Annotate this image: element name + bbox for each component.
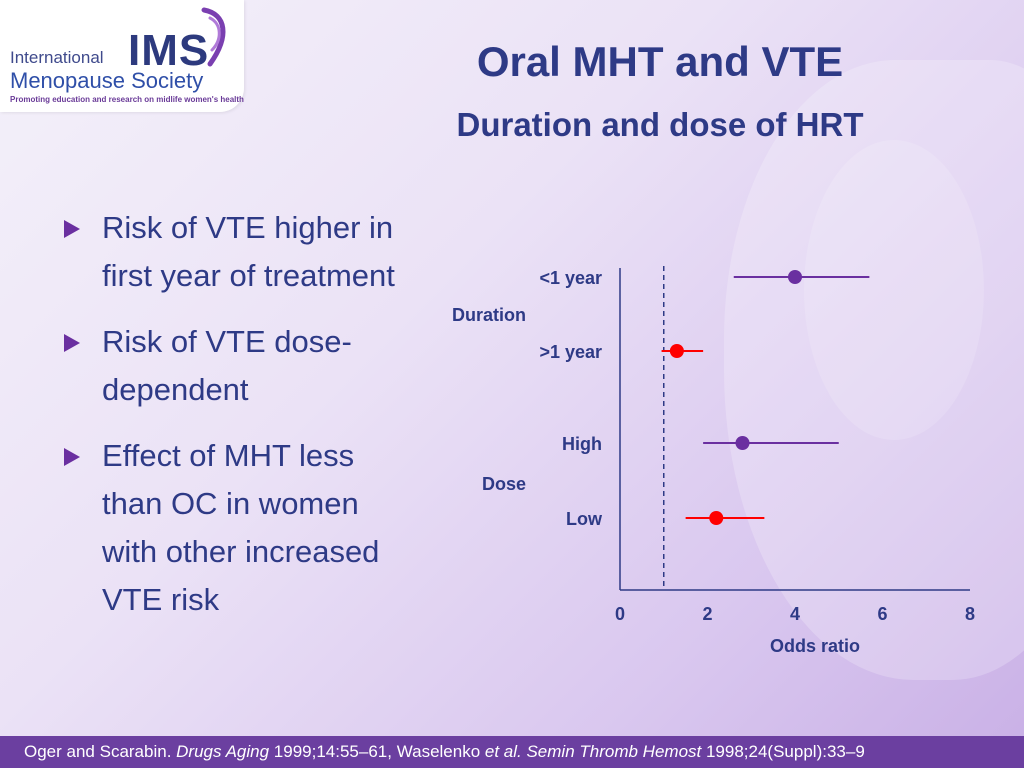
forest-plot: 0 2 4 6 8 Odds ratio Duration <1 year >1 year Dos… [452,266,975,656]
row-label: High [562,434,602,454]
ims-logo: International IMS Menopause Society Prom… [0,0,244,112]
footer-bar: Oger and Scarabin. Drugs Aging 1999;14:5… [0,736,1024,768]
x-tick-label: 4 [790,604,800,624]
ref2-journal: et al. Semin Thromb Hemost [484,742,702,761]
ref1-details: 1999;14:55–61, Waselenko [269,742,485,761]
bullet-text: Risk of VTE higher in first year of trea… [102,210,395,293]
bullet-item: Effect of MHT less than OC in women with… [62,432,422,624]
estimate-point [788,270,802,284]
logo-line2: Menopause Society [10,68,204,93]
ref2-details: 1998;24(Suppl):33–9 [701,742,865,761]
logo-swirl-icon [201,7,226,67]
ref1-journal: Drugs Aging [176,742,270,761]
background-shape-secondary [804,140,984,440]
bullet-item: Risk of VTE higher in first year of trea… [62,204,422,300]
ref1-authors: Oger and Scarabin. [24,742,177,761]
logo-line1: International [10,48,104,67]
slide-subtitle: Duration and dose of HRT [456,106,864,143]
background-shape [724,60,1024,680]
row-label: <1 year [539,268,602,288]
row-label: Low [566,509,603,529]
x-tick-label: 8 [965,604,975,624]
group-label: Dose [482,474,526,494]
x-axis-label: Odds ratio [770,636,860,656]
triangle-bullet-icon [64,334,80,352]
logo-tagline: Promoting education and research on midl… [10,95,244,104]
x-tick-label: 0 [615,604,625,624]
estimate-point [669,344,684,358]
row-label: >1 year [539,342,602,362]
bullet-text: Effect of MHT less than OC in women with… [102,438,380,617]
estimate-point [735,436,750,450]
x-tick-label: 6 [877,604,887,624]
group-label: Duration [452,305,526,325]
x-tick-label: 2 [702,604,712,624]
triangle-bullet-icon [64,448,80,466]
estimate-point [709,511,724,525]
bullet-list: Risk of VTE higher in first year of trea… [62,204,422,642]
slide-title: Oral MHT and VTE [476,38,844,85]
bullet-item: Risk of VTE dose-dependent [62,318,422,414]
triangle-bullet-icon [64,220,80,238]
bullet-text: Risk of VTE dose-dependent [102,324,352,407]
footer-references: Oger and Scarabin. Drugs Aging 1999;14:5… [24,742,865,762]
logo-ims: IMS [128,26,210,75]
